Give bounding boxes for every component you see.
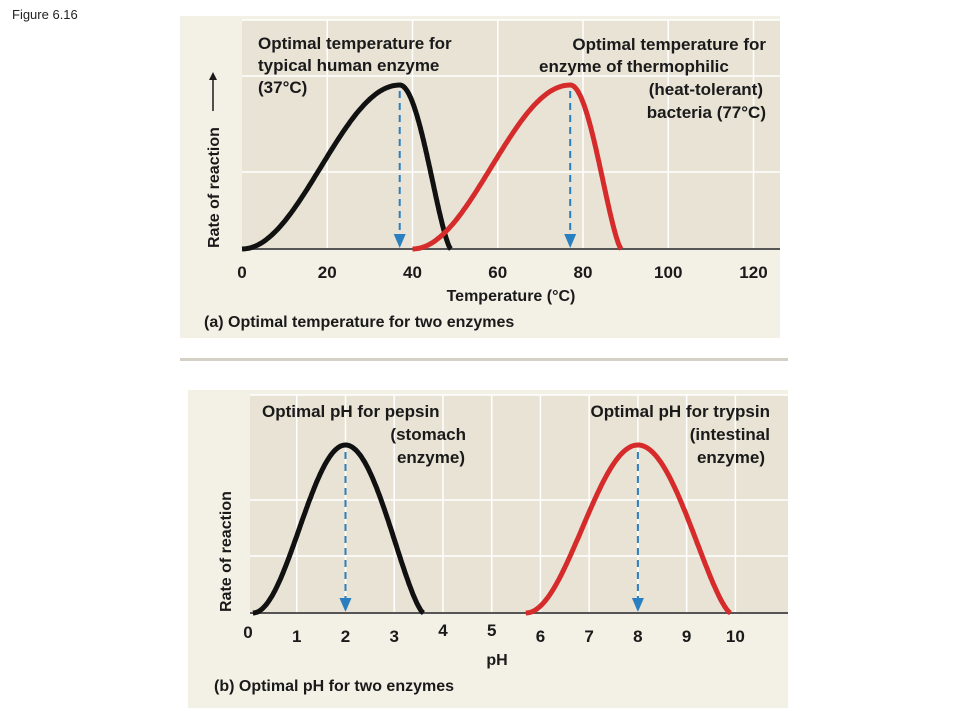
x-tick-label: 0 (243, 623, 252, 642)
x-tick-label: 7 (584, 627, 593, 646)
x-tick-label: 8 (633, 627, 642, 646)
pepsin-annotation-line-3: enzyme) (397, 448, 465, 467)
ph-panel: 0 1 2 3 4 5 6 7 8 9 10 Optimal pH for pepsin (stom… (188, 390, 788, 708)
human-curve (241, 82, 453, 252)
human-annotation-line-1: Optimal temperature for (258, 34, 452, 53)
thermophile-curve (412, 82, 624, 252)
x-tick-label: 3 (389, 627, 398, 646)
ph-x-axis-label: pH (486, 652, 507, 669)
ph-caption: (b) Optimal pH for two enzymes (214, 678, 454, 695)
ph-plot-area (250, 395, 788, 614)
x-tick-label: 0 (237, 263, 246, 282)
x-tick-label: 2 (341, 627, 350, 646)
trypsin-annotation-line-1: Optimal pH for trypsin (591, 402, 770, 421)
thermophile-annotation-line-3: (heat-tolerant) (649, 80, 763, 99)
pepsin-annotation-line-1: Optimal pH for pepsin (262, 402, 440, 421)
x-tick-label: 40 (403, 263, 422, 282)
pepsin-optimum-arrowhead (339, 598, 352, 612)
trypsin-optimum-arrowhead (631, 598, 644, 612)
temperature-x-axis-label: Temperature (°C) (447, 288, 576, 305)
x-tick-label: 4 (438, 621, 448, 640)
trypsin-annotation-line-3: enzyme) (697, 448, 765, 467)
human-optimum-arrowhead (393, 234, 406, 248)
temperature-caption: (a) Optimal temperature for two enzymes (204, 314, 514, 331)
human-annotation-line-3: (37°C) (258, 78, 307, 97)
pepsin-annotation-line-2: (stomach (390, 425, 466, 444)
x-tick-label: 20 (318, 263, 337, 282)
trypsin-curve (524, 442, 732, 616)
pepsin-curve (251, 442, 425, 616)
temperature-chart: 0 20 40 60 80 100 120 Optimal temperature for … (204, 19, 780, 331)
x-tick-label: 100 (654, 263, 682, 282)
x-tick-label: 10 (726, 627, 745, 646)
x-tick-label: 5 (487, 621, 496, 640)
x-tick-label: 60 (488, 263, 507, 282)
thermophile-annotation-line-4: bacteria (77°C) (647, 103, 766, 122)
figure-label: Figure 6.16 (12, 7, 78, 22)
thermophile-annotation-line-1: Optimal temperature for (572, 35, 766, 54)
x-tick-label: 120 (739, 263, 767, 282)
panel-divider (180, 358, 788, 361)
ph-y-axis-label: Rate of reaction (218, 491, 235, 612)
x-tick-label: 9 (682, 627, 691, 646)
thermophile-annotation-line-2: enzyme of thermophilic (539, 57, 729, 76)
x-tick-label: 80 (574, 263, 593, 282)
thermophile-optimum-arrowhead (564, 234, 577, 248)
x-tick-label: 1 (292, 627, 301, 646)
temperature-panel: 0 20 40 60 80 100 120 Optimal temperature for … (180, 16, 780, 338)
temperature-y-axis-label: Rate of reaction (206, 127, 223, 248)
y-axis-arrow (209, 72, 217, 111)
x-tick-label: 6 (536, 627, 545, 646)
trypsin-annotation-line-2: (intestinal (690, 425, 770, 444)
ph-chart: 0 1 2 3 4 5 6 7 8 9 10 Optimal pH for pepsin (stom… (214, 394, 788, 695)
human-annotation-line-2: typical human enzyme (258, 56, 439, 75)
